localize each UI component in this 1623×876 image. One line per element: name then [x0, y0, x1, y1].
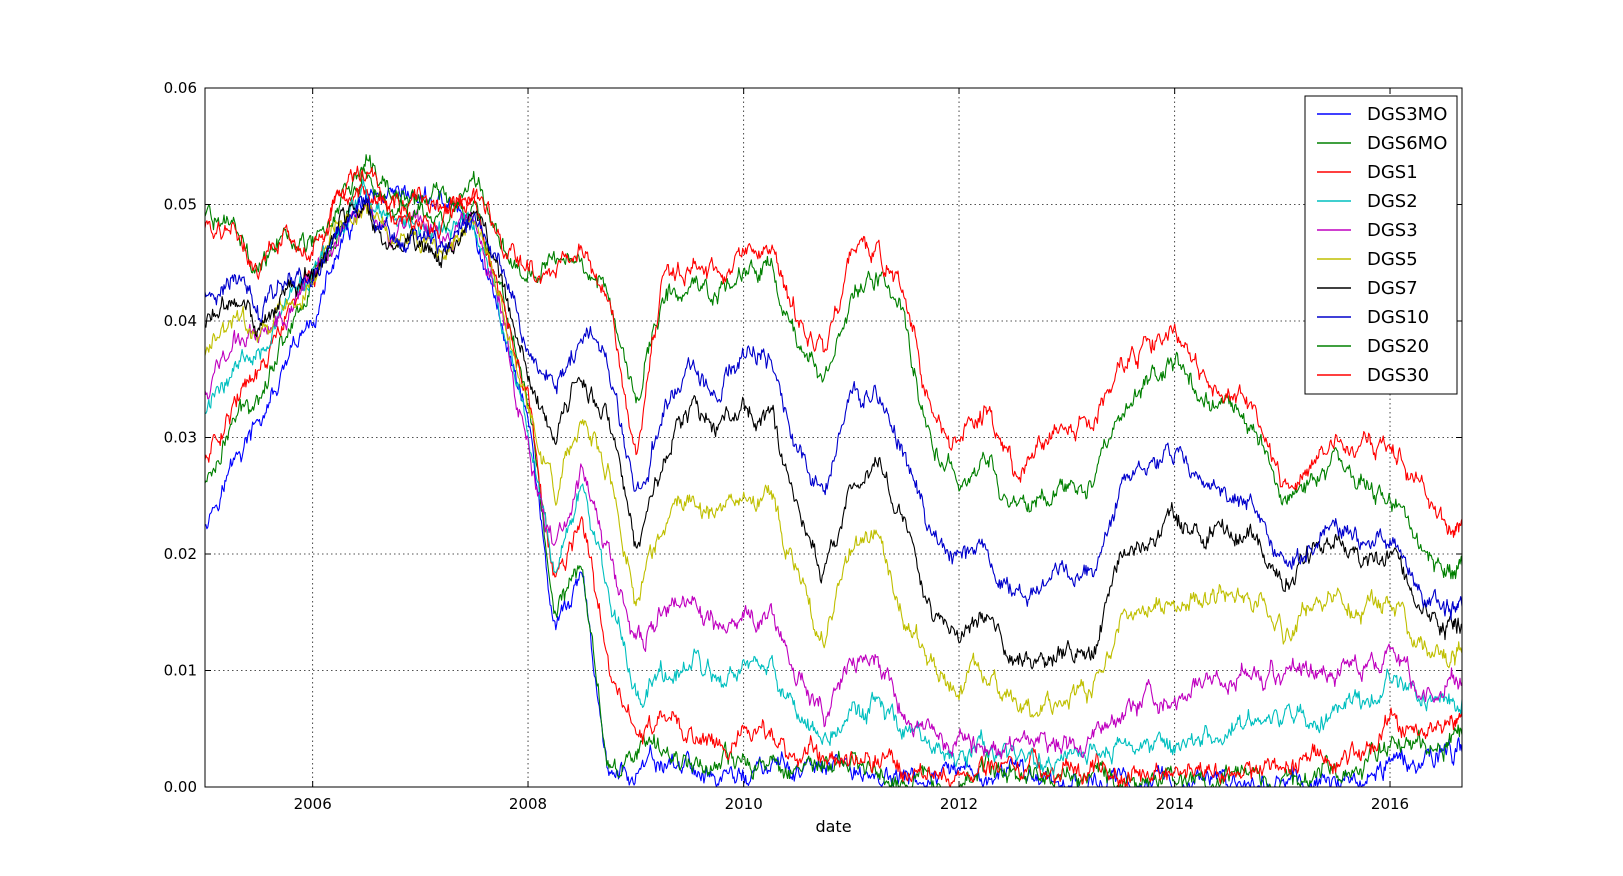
y-tick-label: 0.02	[164, 545, 197, 563]
series-line-dgs10	[204, 195, 1463, 621]
x-tick-label: 2010	[725, 795, 763, 813]
x-tick-label: 2014	[1156, 795, 1194, 813]
y-tick-label: 0.05	[164, 196, 197, 214]
legend-label: DGS7	[1367, 278, 1418, 299]
series-line-dgs20	[204, 166, 1463, 580]
legend: DGS3MO DGS6MO DGS1 DGS2 DGS3 DGS5 DGS7 DGS10 DGS…	[1304, 95, 1458, 395]
legend-label: DGS20	[1367, 336, 1429, 357]
legend-label: DGS2	[1367, 191, 1418, 212]
series-line-dgs1	[204, 183, 1463, 788]
y-tick-label: 0.01	[164, 662, 197, 680]
legend-box	[1304, 95, 1458, 395]
x-tick-label: 2006	[294, 795, 332, 813]
x-tick-label: 2012	[940, 795, 978, 813]
series-line-dgs7	[204, 198, 1463, 670]
x-tick-label: 2016	[1371, 795, 1409, 813]
legend-label: DGS3MO	[1367, 104, 1447, 125]
legend-label: DGS5	[1367, 249, 1418, 270]
y-tick-label: 0.06	[164, 79, 197, 97]
x-axis-title: date	[815, 817, 851, 836]
y-axis: 0.00 0.01 0.02 0.03 0.04 0.05 0.06	[164, 79, 1462, 796]
legend-label: DGS6MO	[1367, 133, 1447, 154]
y-tick-label: 0.04	[164, 312, 197, 330]
legend-label: DGS1	[1367, 162, 1418, 183]
legend-label: DGS30	[1367, 365, 1429, 386]
series-line-dgs5	[204, 204, 1463, 718]
series-line-dgs30	[204, 165, 1463, 538]
series-line-dgs3	[204, 198, 1463, 760]
legend-label: DGS3	[1367, 220, 1418, 241]
legend-label: DGS10	[1367, 307, 1429, 328]
series-layer	[204, 154, 1463, 788]
x-axis: 2006 2008 2010 2012 2014 2016	[294, 88, 1409, 813]
y-tick-label: 0.03	[164, 429, 197, 447]
y-tick-label: 0.00	[164, 778, 197, 796]
x-tick-label: 2008	[509, 795, 547, 813]
